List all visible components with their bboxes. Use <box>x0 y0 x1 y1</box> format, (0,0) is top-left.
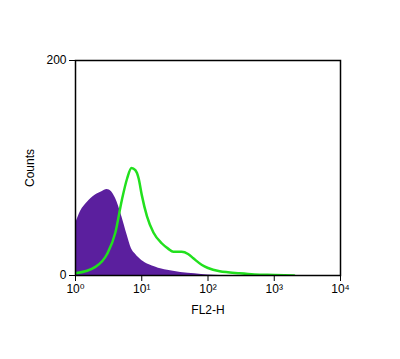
svg-text:10²: 10² <box>199 282 216 296</box>
svg-text:10⁰: 10⁰ <box>66 282 84 296</box>
svg-text:200: 200 <box>46 53 66 67</box>
svg-text:10⁴: 10⁴ <box>331 282 350 296</box>
svg-text:0: 0 <box>60 268 67 282</box>
svg-text:Counts: Counts <box>23 149 37 187</box>
svg-text:FL2-H: FL2-H <box>191 303 224 317</box>
svg-text:10³: 10³ <box>266 282 283 296</box>
svg-text:10¹: 10¹ <box>133 282 150 296</box>
